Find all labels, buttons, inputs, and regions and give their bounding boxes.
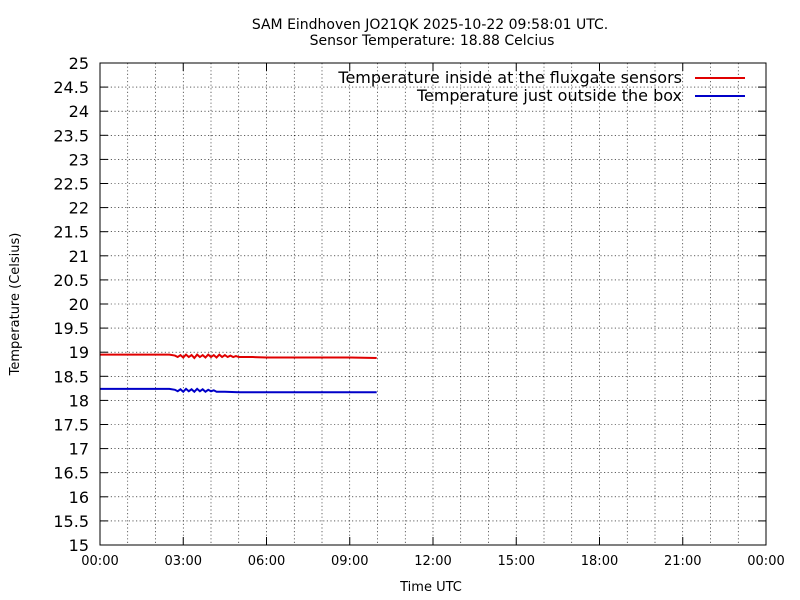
- x-tick-label: 12:00: [414, 554, 451, 569]
- series-lines: [100, 353, 377, 394]
- chart-subtitle: Sensor Temperature: 18.88 Celcius: [310, 33, 555, 49]
- axis-ticks: 00:00 03:00 06:00 09:00 12:00 15:00 18:00 21:00…: [53, 54, 784, 569]
- x-tick-label: 00:00: [81, 554, 118, 569]
- x-axis-label: Time UTC: [399, 580, 462, 595]
- y-tick-label: 24: [69, 102, 89, 121]
- y-tick-label: 15: [69, 536, 89, 555]
- y-tick-label: 19: [69, 343, 89, 362]
- x-tick-label: 03:00: [165, 554, 202, 569]
- y-tick-label: 21: [69, 247, 89, 266]
- x-tick-label: 06:00: [248, 554, 285, 569]
- y-tick-label: 17.5: [53, 416, 89, 435]
- y-tick-label: 20: [69, 295, 89, 314]
- y-tick-label: 23.5: [53, 126, 89, 145]
- y-tick-label: 25: [69, 54, 89, 73]
- y-tick-label: 20.5: [53, 271, 89, 290]
- x-tick-label: 09:00: [331, 554, 368, 569]
- y-tick-label: 19.5: [53, 319, 89, 338]
- legend: Temperature inside at the fluxgate senso…: [337, 68, 745, 105]
- y-tick-label: 21.5: [53, 223, 89, 242]
- chart-title: SAM Eindhoven JO21QK 2025-10-22 09:58:01…: [252, 17, 608, 33]
- y-tick-label: 23: [69, 150, 89, 169]
- y-tick-label: 18: [69, 391, 89, 410]
- grid: [100, 63, 766, 545]
- x-tick-label: 21:00: [664, 554, 701, 569]
- y-tick-label: 16: [69, 488, 89, 507]
- series-line-1: [100, 353, 377, 360]
- plot-frame: [99, 62, 767, 546]
- y-axis-label: Temperature (Celsius): [8, 233, 23, 377]
- x-tick-label: 15:00: [498, 554, 535, 569]
- y-tick-label: 18.5: [53, 367, 89, 386]
- x-tick-label: 18:00: [581, 554, 618, 569]
- y-tick-label: 22: [69, 199, 89, 218]
- y-tick-label: 15.5: [53, 512, 89, 531]
- x-tick-label: 00:00: [747, 554, 784, 569]
- legend-label-1: Temperature inside at the fluxgate senso…: [337, 68, 682, 87]
- y-tick-label: 22.5: [53, 175, 89, 194]
- y-tick-label: 24.5: [53, 78, 89, 97]
- y-tick-label: 17: [69, 440, 89, 459]
- y-tick-label: 16.5: [53, 464, 89, 483]
- series-line-2: [100, 387, 377, 394]
- legend-label-2: Temperature just outside the box: [416, 86, 682, 105]
